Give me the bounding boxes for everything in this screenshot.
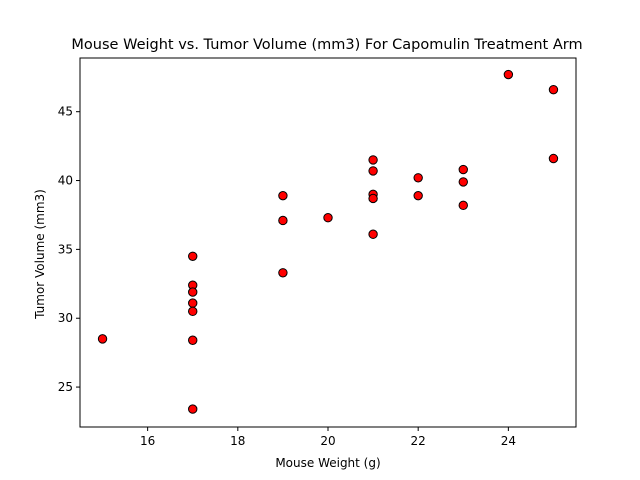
data-point [97,334,108,344]
y-tick-label: 35 [58,242,73,256]
data-point [368,155,378,165]
x-axis-label: Mouse Weight (g) [275,456,380,470]
data-point [458,164,468,175]
data-point [413,190,423,201]
data-point [458,177,468,187]
data-point [503,69,514,80]
x-tick-label: 20 [320,434,335,448]
axes-frame [79,57,577,428]
data-point [368,166,378,176]
data-point [413,173,423,183]
y-axis-label: Tumor Volume (mm3) [33,189,47,320]
data-point [458,200,468,211]
x-tick-label: 16 [140,434,155,448]
data-point [188,404,198,414]
data-point [323,213,333,223]
data-point [188,287,198,297]
data-point [278,268,288,278]
y-tick-label: 25 [58,380,73,394]
x-axis-ticks: 16 18 20 22 24 [140,427,516,448]
data-point [548,153,559,164]
data-point [188,306,198,317]
x-tick-label: 22 [411,434,426,448]
data-point [368,229,378,239]
plot-area [97,69,559,414]
data-point [368,193,378,204]
data-point [188,335,198,345]
chart-title: Mouse Weight vs. Tumor Volume (mm3) For … [71,37,582,53]
y-axis-ticks: 25 30 35 40 45 [58,105,80,394]
data-point [278,190,288,201]
y-tick-label: 45 [58,105,73,119]
x-tick-label: 24 [501,434,516,448]
y-tick-label: 40 [58,174,73,188]
y-tick-label: 30 [58,311,73,325]
data-point [548,84,559,95]
data-point [278,215,288,226]
data-point [188,251,198,261]
data-point [188,298,198,308]
x-tick-label: 18 [230,434,245,448]
